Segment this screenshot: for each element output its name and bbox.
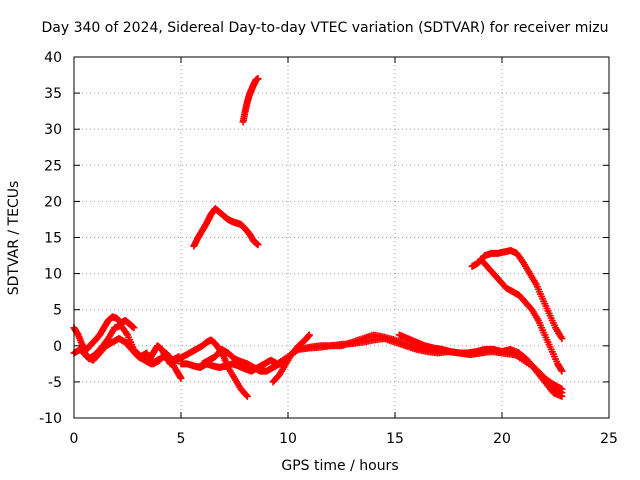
data-point (558, 385, 566, 393)
data-points (70, 75, 566, 400)
x-tick-label: 5 (177, 431, 186, 447)
data-point (558, 367, 566, 375)
x-tick-label: 20 (493, 431, 511, 447)
data-point (305, 331, 313, 339)
data-point (254, 75, 262, 83)
x-axis-ticks: 0 5 10 15 20 25 (70, 57, 618, 447)
y-tick-label: 30 (44, 122, 62, 138)
x-axis-label: GPS time / hours (281, 458, 398, 474)
series-sat-f (198, 345, 283, 375)
series-sat-m (468, 246, 566, 343)
chart-title: Day 340 of 2024, Sidereal Day-to-day VTE… (42, 20, 609, 36)
y-tick-label: 10 (44, 267, 62, 283)
y-axis-label: SDTVAR / TECUs (6, 181, 22, 296)
x-tick-label: 25 (600, 431, 618, 447)
y-tick-label: 35 (44, 86, 62, 102)
x-tick-label: 10 (279, 431, 297, 447)
series-sat-g (269, 331, 313, 386)
y-tick-label: -10 (39, 411, 62, 427)
y-tick-label: 0 (53, 339, 62, 355)
series-sat-l (239, 75, 262, 126)
y-tick-label: -5 (48, 375, 62, 391)
data-point (177, 374, 185, 382)
y-tick-label: 15 (44, 231, 62, 247)
data-point (243, 392, 251, 400)
data-point (558, 335, 566, 343)
y-tick-label: 25 (44, 158, 62, 174)
series-sat-d (145, 336, 251, 400)
data-point (254, 241, 262, 249)
series-sat-k (190, 205, 262, 250)
x-tick-label: 15 (386, 431, 404, 447)
series-sat-j (395, 331, 566, 400)
y-tick-label: 5 (53, 303, 62, 319)
data-point (558, 392, 566, 400)
y-axis-ticks: -10 -5 0 5 10 15 20 25 30 35 40 (39, 50, 609, 427)
y-tick-label: 20 (44, 194, 62, 210)
data-point (130, 324, 138, 332)
series-sat-i (295, 331, 566, 393)
series-sat-n (477, 255, 566, 375)
data-point (242, 391, 250, 399)
y-tick-label: 40 (44, 50, 62, 66)
x-tick-label: 0 (70, 431, 79, 447)
